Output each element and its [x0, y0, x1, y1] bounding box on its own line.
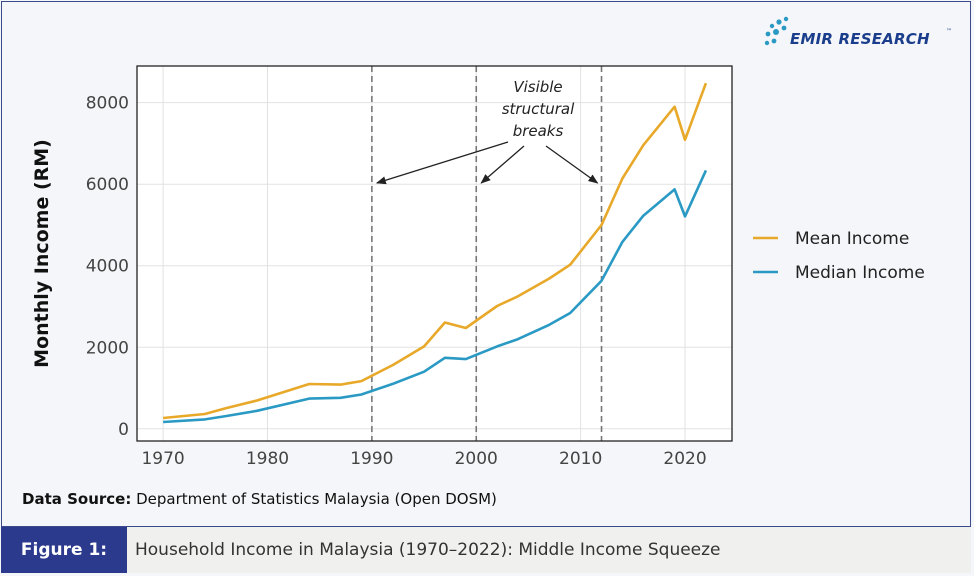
series-line-mean-income [162, 82, 708, 420]
annotation-arrow [480, 145, 525, 184]
plot-frame [136, 65, 733, 442]
x-tick-label: 2000 [455, 449, 498, 469]
brand-tm: ™ [946, 28, 952, 35]
legend-label: Median Income [795, 263, 925, 283]
logo-dots-icon [764, 16, 789, 46]
y-tick-label: 2000 [86, 338, 129, 358]
annotation-arrow [375, 141, 509, 185]
annotation-text: structural [502, 100, 575, 118]
data-source-label: Data Source: [22, 490, 132, 508]
x-tick-label: 1970 [141, 449, 184, 469]
x-tick-label: 1990 [350, 449, 393, 469]
annotation-text: Visible [513, 78, 562, 96]
brand-name: EMIR RESEARCH [790, 30, 930, 48]
y-tick-label: 6000 [86, 175, 129, 195]
figure-title: Household Income in Malaysia (1970–2022)… [135, 540, 721, 560]
figure-label: Figure 1: [1, 527, 127, 573]
figure-caption-bar: Figure 1: Household Income in Malaysia (… [1, 526, 971, 573]
data-source-text: Department of Statistics Malaysia (Open … [136, 490, 497, 508]
x-tick-label: 1980 [246, 449, 289, 469]
x-tick-label: 2020 [663, 449, 706, 469]
series-line-median-income [163, 169, 708, 424]
brand-logo: EMIR RESEARCH ™ [762, 14, 962, 54]
legend-label: Mean Income [795, 229, 909, 249]
data-source: Data Source: Department of Statistics Ma… [22, 490, 497, 508]
annotation-text: breaks [513, 122, 564, 140]
y-tick-label: 4000 [86, 257, 129, 277]
y-tick-label: 0 [118, 420, 129, 440]
y-tick-label: 8000 [86, 94, 129, 114]
x-tick-label: 2010 [559, 449, 602, 469]
y-axis-label: Monthly Income (RM) [31, 139, 53, 368]
plot-area [137, 66, 732, 441]
annotation-arrow [545, 145, 599, 184]
